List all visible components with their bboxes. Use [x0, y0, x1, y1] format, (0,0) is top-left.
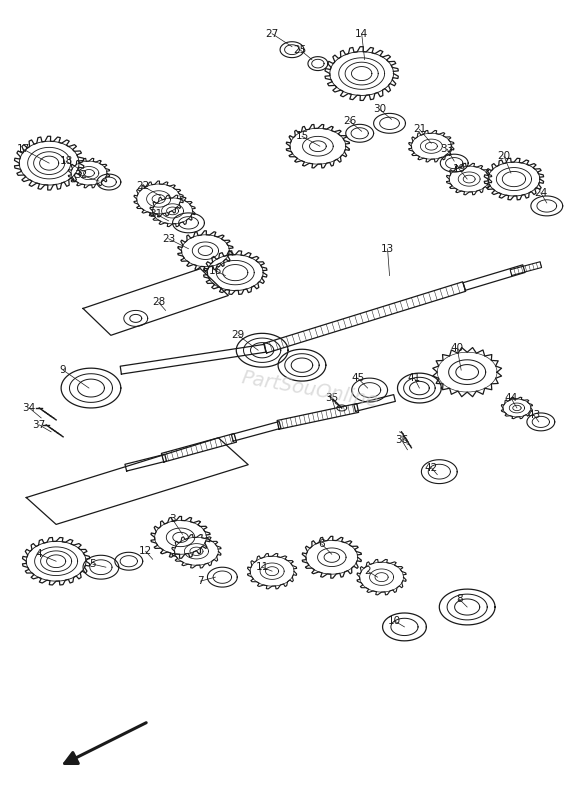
Text: 29: 29 — [232, 330, 245, 340]
Text: PartSouOnline: PartSouOnline — [240, 369, 380, 411]
Text: 4: 4 — [36, 550, 43, 559]
Text: 3: 3 — [169, 514, 176, 525]
Text: 44: 44 — [505, 393, 517, 403]
Text: 40: 40 — [451, 343, 464, 354]
Text: 10: 10 — [388, 616, 401, 626]
Text: 5: 5 — [89, 559, 96, 570]
Text: 42: 42 — [425, 462, 438, 473]
Text: 24: 24 — [534, 188, 547, 198]
Text: 33: 33 — [441, 144, 454, 154]
Text: 25: 25 — [293, 45, 307, 54]
Text: 18: 18 — [60, 156, 72, 166]
Text: 17: 17 — [17, 144, 30, 154]
Text: 36: 36 — [395, 435, 408, 445]
Text: 13: 13 — [381, 244, 394, 254]
Text: 30: 30 — [373, 104, 386, 114]
Text: 16: 16 — [208, 266, 222, 276]
Text: 45: 45 — [351, 373, 364, 383]
Text: 14: 14 — [355, 29, 369, 38]
Text: 20: 20 — [498, 151, 510, 161]
Text: 41: 41 — [408, 373, 421, 383]
Text: 43: 43 — [527, 410, 540, 420]
Text: 32: 32 — [74, 170, 88, 180]
Text: 26: 26 — [343, 116, 356, 126]
Text: 7: 7 — [197, 576, 204, 586]
Text: 28: 28 — [152, 298, 165, 307]
Text: 15: 15 — [296, 131, 308, 142]
Text: 22: 22 — [136, 181, 150, 191]
Text: 12: 12 — [139, 546, 152, 556]
Text: 27: 27 — [266, 29, 279, 38]
Text: 2: 2 — [364, 566, 371, 576]
Text: 21: 21 — [413, 124, 426, 134]
Text: 37: 37 — [33, 420, 46, 430]
Text: 8: 8 — [456, 594, 463, 604]
Text: 6: 6 — [318, 539, 325, 550]
Text: 35: 35 — [325, 393, 339, 403]
Text: 19: 19 — [453, 164, 466, 174]
Text: 31: 31 — [149, 209, 162, 219]
Text: 34: 34 — [23, 403, 36, 413]
Text: 23: 23 — [162, 234, 175, 244]
Text: 9: 9 — [60, 365, 67, 375]
Text: 11: 11 — [256, 562, 269, 572]
